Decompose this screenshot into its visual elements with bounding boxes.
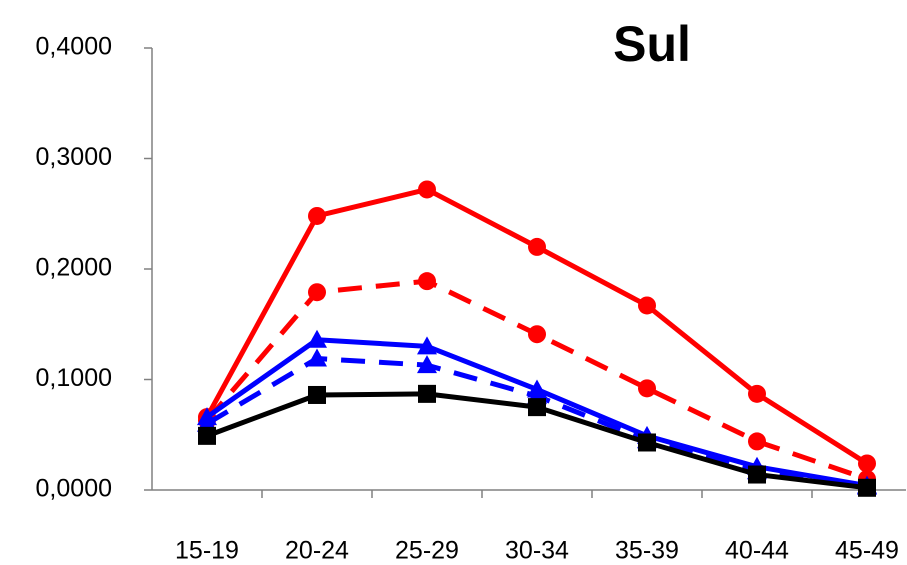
point xyxy=(308,283,326,302)
point xyxy=(418,180,436,199)
y-tick-label: 0,4000 xyxy=(36,33,112,61)
point xyxy=(307,329,327,348)
point xyxy=(417,336,437,355)
point xyxy=(198,426,216,445)
point xyxy=(417,355,437,374)
point xyxy=(748,465,766,484)
point xyxy=(528,325,546,344)
point xyxy=(418,272,436,291)
x-tick-label: 30-34 xyxy=(505,537,569,565)
point xyxy=(528,237,546,256)
point xyxy=(748,384,766,403)
point xyxy=(858,454,876,473)
x-tick-label: 20-24 xyxy=(285,537,349,565)
point xyxy=(308,206,326,225)
chart-title: Sul xyxy=(613,16,691,72)
point xyxy=(418,384,436,403)
point xyxy=(308,385,326,404)
x-tick-label: 15-19 xyxy=(175,537,239,565)
x-tick-label: 40-44 xyxy=(725,537,789,565)
point xyxy=(638,433,656,452)
point xyxy=(748,432,766,451)
y-tick-label: 0,1000 xyxy=(36,364,112,392)
point xyxy=(638,296,656,315)
y-tick-label: 0,3000 xyxy=(36,143,112,171)
point xyxy=(638,379,656,398)
x-tick-label: 45-49 xyxy=(835,537,899,565)
y-tick-label: 0,2000 xyxy=(36,254,112,282)
point xyxy=(858,478,876,497)
point xyxy=(307,348,327,367)
x-tick-label: 25-29 xyxy=(395,537,459,565)
x-tick-label: 35-39 xyxy=(615,537,679,565)
y-tick-label: 0,0000 xyxy=(36,475,112,503)
point xyxy=(528,398,546,417)
